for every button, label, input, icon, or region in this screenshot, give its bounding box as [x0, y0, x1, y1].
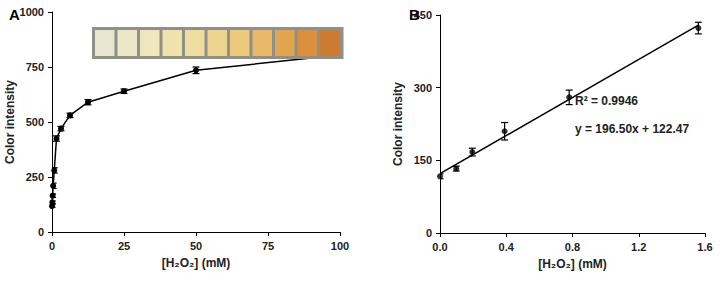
svg-text:250: 250	[26, 171, 44, 183]
svg-text:0: 0	[38, 226, 44, 238]
svg-text:B: B	[409, 6, 420, 23]
svg-text:300: 300	[414, 82, 432, 94]
svg-text:[H₂O₂] (mM): [H₂O₂] (mM)	[162, 256, 231, 270]
svg-text:100: 100	[331, 240, 349, 252]
svg-text:0: 0	[426, 227, 432, 239]
svg-text:450: 450	[413, 9, 432, 21]
svg-text:0.4: 0.4	[499, 241, 515, 253]
svg-text:25: 25	[118, 240, 130, 252]
svg-text:R² = 0.9946: R² = 0.9946	[575, 94, 638, 108]
svg-text:0.0: 0.0	[432, 241, 447, 253]
svg-text:50: 50	[190, 240, 202, 252]
svg-text:75: 75	[262, 240, 274, 252]
svg-text:0.8: 0.8	[565, 241, 580, 253]
svg-text:750: 750	[26, 61, 44, 73]
svg-text:A: A	[9, 6, 20, 23]
svg-text:1.6: 1.6	[697, 241, 712, 253]
svg-text:y = 196.50x + 122.47: y = 196.50x + 122.47	[575, 122, 689, 136]
svg-text:Color intensity: Color intensity	[391, 82, 405, 166]
svg-text:1000: 1000	[20, 6, 44, 18]
svg-text:[H₂O₂] (mM): [H₂O₂] (mM)	[538, 257, 607, 271]
svg-text:0: 0	[49, 240, 55, 252]
svg-text:150: 150	[414, 154, 432, 166]
svg-text:1.2: 1.2	[631, 241, 646, 253]
svg-text:Color intensity: Color intensity	[3, 80, 17, 164]
svg-text:500: 500	[26, 116, 44, 128]
